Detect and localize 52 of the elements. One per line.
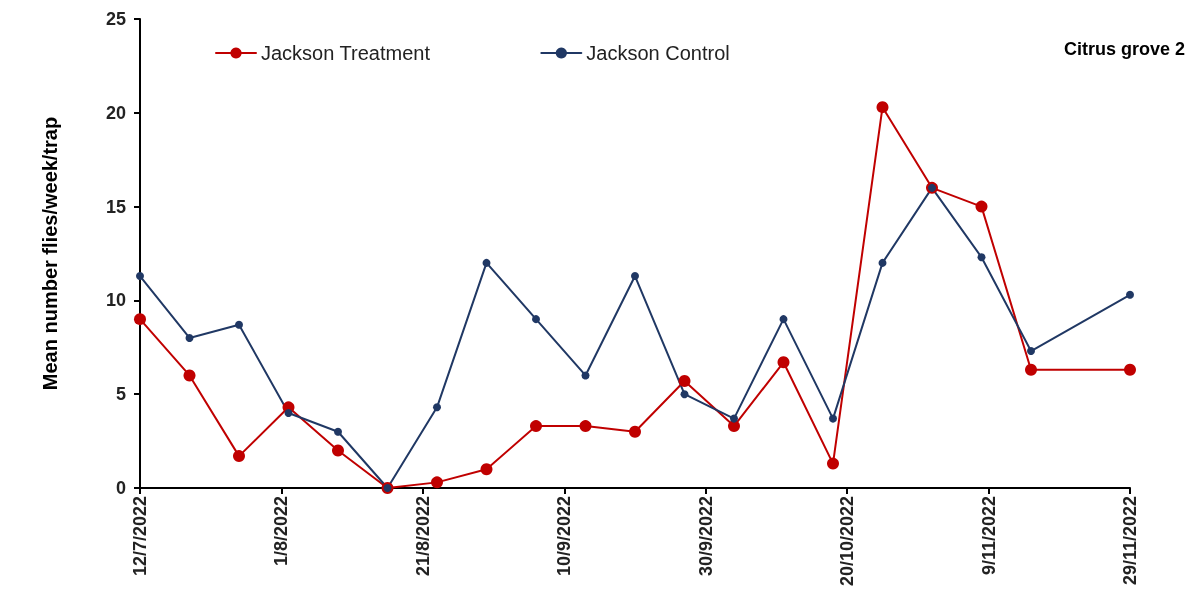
point [631, 272, 639, 281]
point [1027, 347, 1035, 356]
point [777, 356, 790, 369]
point [284, 408, 293, 417]
point [235, 320, 243, 329]
x-tick-label: 21/8/2022 [412, 496, 433, 577]
y-tick-label: 0 [115, 478, 126, 498]
x-tick-label: 30/9/2022 [695, 496, 716, 577]
y-tick-label: 25 [105, 9, 126, 29]
point [1025, 363, 1037, 376]
point [579, 420, 592, 433]
point [433, 403, 441, 412]
x-tick-label: 29/11/2022 [1120, 496, 1140, 586]
point [829, 414, 837, 423]
y-axis-title: Mean number flies/week/trap [39, 116, 61, 391]
y-tick-label: 20 [105, 102, 126, 123]
x-tick-label: 1/8/2022 [271, 496, 292, 567]
x-tick-label: 20/10/2022 [837, 496, 858, 587]
legend-label: Jackson Control [586, 42, 730, 64]
legend-label: Jackson Treatment [261, 42, 431, 64]
annotation: Citrus grove 2 [1063, 39, 1186, 59]
point [678, 375, 691, 388]
point [680, 390, 689, 399]
y-tick-label: 5 [115, 384, 126, 405]
point [1124, 363, 1136, 376]
point [480, 463, 493, 476]
x-tick-label: 12/7/2022 [130, 496, 150, 577]
point [730, 414, 738, 423]
point [431, 476, 443, 489]
y-tick-label: 15 [105, 196, 126, 217]
point [183, 369, 196, 382]
point [1126, 290, 1134, 299]
point [878, 258, 887, 267]
point [977, 253, 986, 262]
x-tick-label: 10/9/2022 [554, 496, 575, 577]
point [629, 425, 641, 438]
point [876, 101, 889, 114]
point [779, 315, 788, 324]
point [482, 258, 491, 267]
point [975, 200, 988, 213]
x-tick-label: 9/11/2022 [978, 496, 999, 576]
point [532, 315, 540, 324]
point [136, 272, 144, 281]
point [581, 371, 590, 380]
point [332, 444, 344, 457]
point [530, 420, 542, 433]
point [134, 313, 146, 326]
point [334, 427, 342, 436]
y-tick-label: 10 [105, 290, 126, 311]
point [233, 450, 245, 463]
point [185, 333, 194, 342]
point [827, 457, 839, 470]
